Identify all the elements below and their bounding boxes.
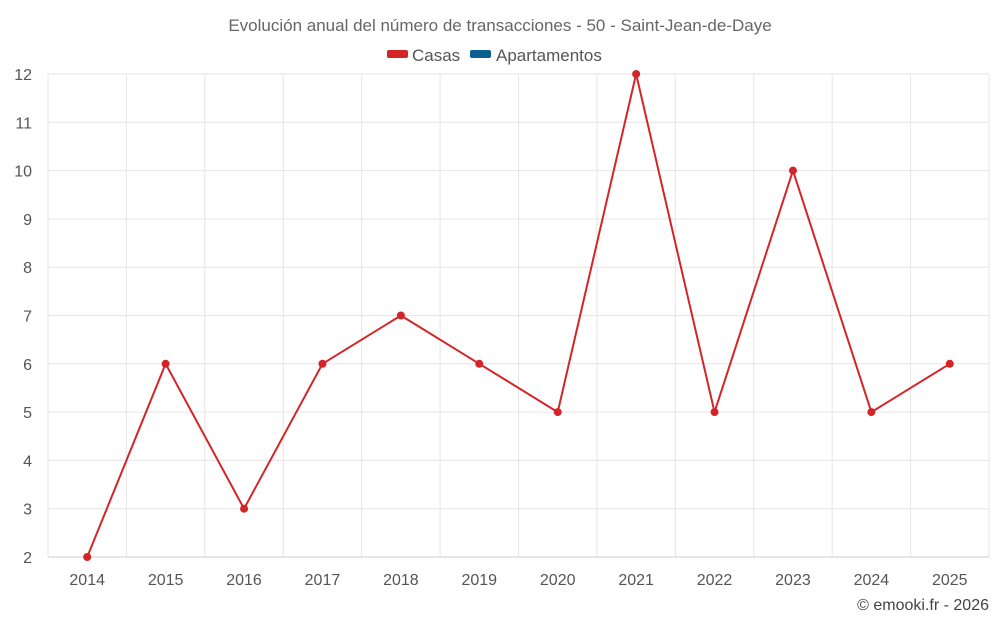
data-point[interactable] <box>161 359 170 368</box>
legend-item-casas[interactable]: Casas <box>387 46 460 65</box>
x-tick-label: 2024 <box>854 572 890 589</box>
x-tick-label: 2020 <box>540 572 576 589</box>
y-tick-label: 3 <box>23 502 32 519</box>
x-tick-label: 2017 <box>305 572 341 589</box>
data-point[interactable] <box>553 408 562 417</box>
data-point[interactable] <box>945 359 954 368</box>
series-casas <box>83 70 954 561</box>
data-point[interactable] <box>710 408 719 417</box>
series-line-casas <box>86 73 951 558</box>
x-tick-label: 2021 <box>618 572 654 589</box>
data-point[interactable] <box>396 311 405 320</box>
data-point[interactable] <box>83 553 92 561</box>
credit-text: © emooki.fr - 2026 <box>857 597 989 614</box>
data-point[interactable] <box>788 166 797 175</box>
x-tick-label: 2016 <box>226 572 262 589</box>
grid <box>47 73 990 558</box>
data-point[interactable] <box>867 408 876 417</box>
chart-title: Evolución anual del número de transaccio… <box>228 16 771 35</box>
y-tick-label: 10 <box>14 164 32 181</box>
x-tick-label: 2018 <box>383 572 419 589</box>
y-tick-label: 8 <box>23 260 32 277</box>
data-point[interactable] <box>240 504 249 513</box>
y-tick-label: 9 <box>23 212 32 229</box>
data-point[interactable] <box>318 359 327 368</box>
legend-item-apartamentos[interactable]: Apartamentos <box>470 46 602 65</box>
x-tick-label: 2023 <box>775 572 811 589</box>
legend-swatch-casas <box>387 50 408 58</box>
y-tick-label: 2 <box>23 550 32 567</box>
y-tick-label: 5 <box>23 405 32 422</box>
data-point[interactable] <box>475 359 484 368</box>
x-tick-label: 2014 <box>69 572 105 589</box>
x-tick-label: 2022 <box>697 572 733 589</box>
y-tick-label: 4 <box>23 453 32 470</box>
x-tick-label: 2015 <box>148 572 184 589</box>
legend-swatch-apartamentos <box>470 50 491 58</box>
y-tick-label: 11 <box>15 115 32 132</box>
legend: Casas Apartamentos <box>387 46 602 65</box>
x-tick-label: 2019 <box>461 572 497 589</box>
x-axis: 2014 2015 2016 2017 2018 2019 2020 2021 2022 2023… <box>48 556 989 589</box>
y-tick-label: 12 <box>14 67 32 84</box>
x-tick-label: 2025 <box>932 572 968 589</box>
y-tick-label: 7 <box>23 309 32 326</box>
y-tick-label: 6 <box>23 357 32 374</box>
data-point[interactable] <box>632 70 641 78</box>
y-axis: 2 3 4 5 6 7 8 9 10 11 12 <box>14 67 32 567</box>
legend-label-casas: Casas <box>412 46 460 65</box>
legend-label-apartamentos: Apartamentos <box>496 46 602 65</box>
